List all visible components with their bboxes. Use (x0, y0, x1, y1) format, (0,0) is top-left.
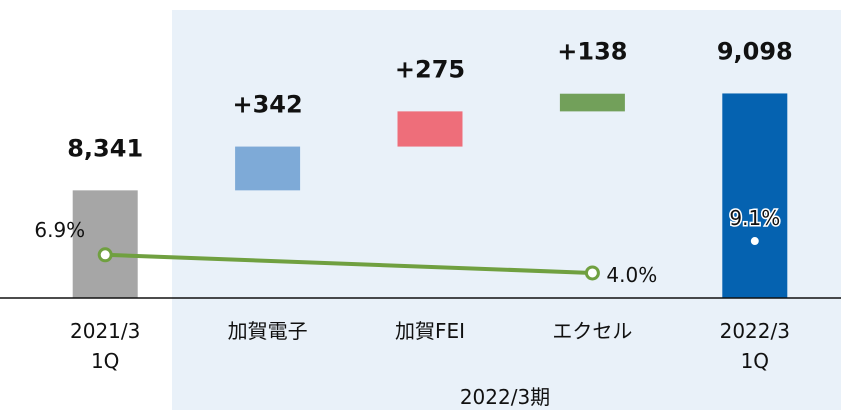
x-tick-label: 加賀FEI (395, 319, 465, 343)
ratio-point (97, 247, 113, 263)
value-label: 8,341 (67, 134, 143, 162)
group-label: 2022/3期 (460, 385, 550, 409)
bar (235, 146, 301, 191)
ratio-label: 9.1% (729, 206, 780, 230)
bar (72, 190, 138, 298)
ratio-label: 4.0% (606, 263, 657, 287)
value-label: +275 (395, 55, 465, 83)
ratio-label: 6.9% (34, 218, 85, 242)
value-label: +342 (232, 91, 302, 119)
x-tick-label: 加賀電子 (228, 319, 308, 343)
ratio-line (105, 252, 593, 275)
x-tick-label: 2021/3 1Q (70, 319, 140, 373)
x-tick-label: 2022/3 1Q (720, 319, 790, 373)
ratio-point (584, 265, 600, 281)
bar (397, 111, 463, 147)
value-label: 9,098 (717, 37, 793, 65)
x-tick-label: エクセル (552, 319, 632, 343)
bar (559, 93, 625, 112)
ratio-point (750, 237, 759, 246)
bar (722, 93, 788, 299)
value-label: +138 (557, 38, 627, 66)
